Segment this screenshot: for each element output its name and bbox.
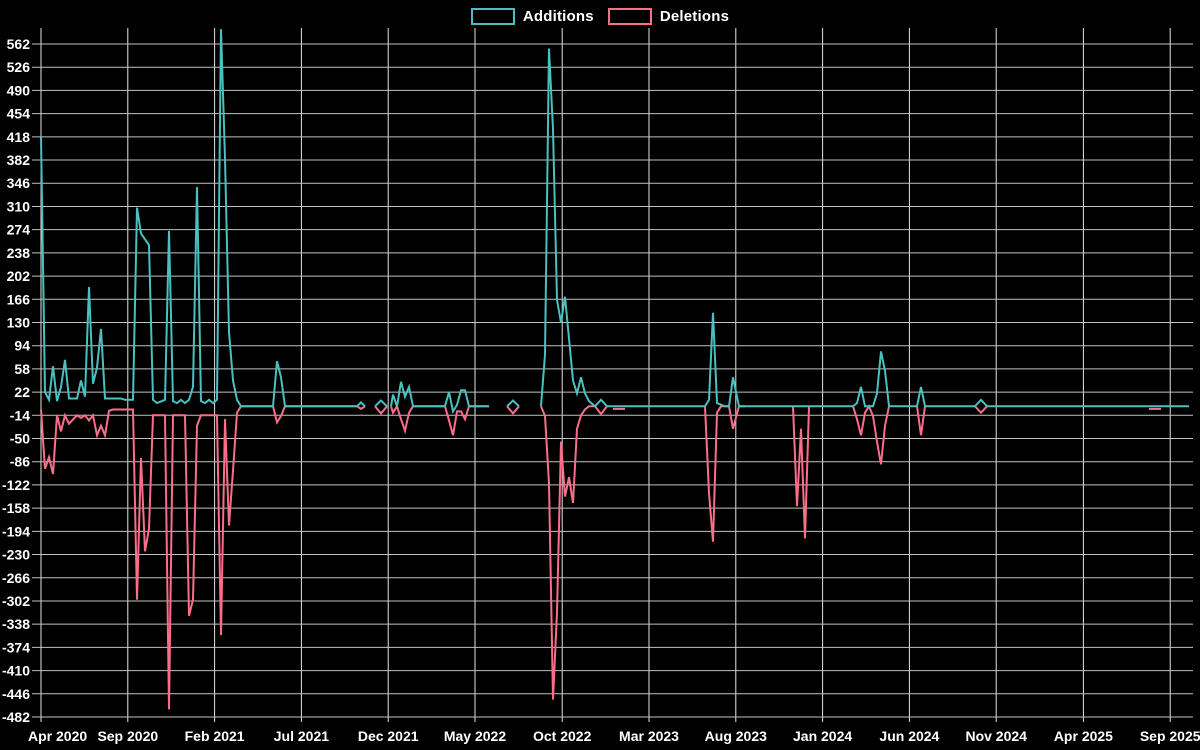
y-axis-tick-label: 418 (7, 129, 31, 145)
y-axis-tick-label: 202 (7, 268, 31, 284)
x-axis-tick-label: Apr 2020 (28, 728, 87, 744)
deletions-line-segment (374, 405, 388, 415)
x-axis-tick-label: Jan 2024 (793, 728, 852, 744)
deletions-line-segment (704, 405, 745, 542)
y-axis-tick-label: 490 (7, 82, 31, 98)
deletions-line-segment (40, 405, 366, 710)
y-axis-tick-label: 274 (7, 222, 31, 238)
y-axis-tick-label: -302 (2, 593, 30, 609)
y-axis-tick-label: -338 (2, 616, 30, 632)
additions-line-segment (540, 48, 1189, 408)
deletions-line-segment (792, 406, 810, 539)
additions-line-segment (390, 381, 489, 415)
y-axis-tick-label: -446 (2, 686, 30, 702)
x-axis-tick-label: Nov 2024 (965, 728, 1027, 744)
y-axis-tick-label: -14 (10, 407, 30, 423)
x-axis-tick-label: Apr 2025 (1054, 728, 1113, 744)
y-axis-tick-label: 238 (7, 245, 31, 261)
x-axis-tick-label: Jul 2021 (274, 728, 329, 744)
y-axis-tick-label: -122 (2, 477, 30, 493)
x-axis-tick-label: May 2022 (444, 728, 506, 744)
y-axis-tick-label: -86 (10, 454, 30, 470)
deletions-swatch-icon (607, 7, 652, 25)
x-axis-tick-label: Mar 2023 (619, 728, 679, 744)
chart-legend: Additions Deletions (0, 5, 1200, 27)
x-axis-tick-label: Dec 2021 (358, 728, 419, 744)
y-axis-tick-label: -482 (2, 709, 30, 725)
y-axis-tick-label: 382 (7, 152, 31, 168)
legend-item-additions[interactable]: Additions (470, 7, 594, 25)
x-axis-tick-label: Sep 2020 (97, 728, 158, 744)
y-axis-tick-label: -266 (2, 570, 30, 586)
y-axis-tick-label: 94 (14, 338, 30, 354)
y-axis-tick-label: 58 (14, 361, 30, 377)
y-axis-tick-label: 22 (14, 384, 30, 400)
y-axis-tick-label: -158 (2, 500, 30, 516)
y-axis-tick-label: -230 (2, 547, 30, 563)
additions-legend-label: Additions (522, 7, 594, 25)
deletions-legend-label: Deletions (659, 7, 730, 25)
deletions-line-segment (390, 403, 489, 436)
additions-swatch-icon (470, 7, 515, 25)
y-axis-tick-label: -194 (2, 523, 30, 539)
y-axis-tick-label: 454 (7, 106, 31, 122)
y-axis-tick-label: 346 (7, 175, 31, 191)
y-axis-tick-label: 166 (7, 291, 31, 307)
y-axis-tick-label: 526 (7, 59, 31, 75)
legend-item-deletions[interactable]: Deletions (607, 7, 730, 25)
additions-line-segment (506, 399, 520, 408)
deletions-line-segment (506, 405, 520, 415)
deletions-line-segment (916, 406, 926, 436)
y-axis-tick-label: 562 (7, 36, 31, 52)
deletions-line-segment (540, 405, 608, 700)
y-axis-tick-label: 130 (7, 314, 31, 330)
additions-line-segment (374, 399, 388, 408)
additions-line-segment (40, 29, 366, 408)
y-axis-tick-label: -410 (2, 663, 30, 679)
x-axis-tick-label: Sep 2025 (1140, 728, 1200, 744)
y-axis-tick-label: -374 (2, 639, 30, 655)
x-axis-tick-label: Jun 2024 (879, 728, 939, 744)
x-axis-tick-label: Feb 2021 (185, 728, 245, 744)
y-axis-tick-label: -50 (10, 431, 30, 447)
deletions-line-segment (974, 405, 988, 415)
x-axis-tick-label: Aug 2023 (705, 728, 767, 744)
x-axis-tick-label: Oct 2022 (533, 728, 592, 744)
deletions-line-segment (852, 404, 890, 465)
y-axis-tick-label: 310 (7, 198, 31, 214)
